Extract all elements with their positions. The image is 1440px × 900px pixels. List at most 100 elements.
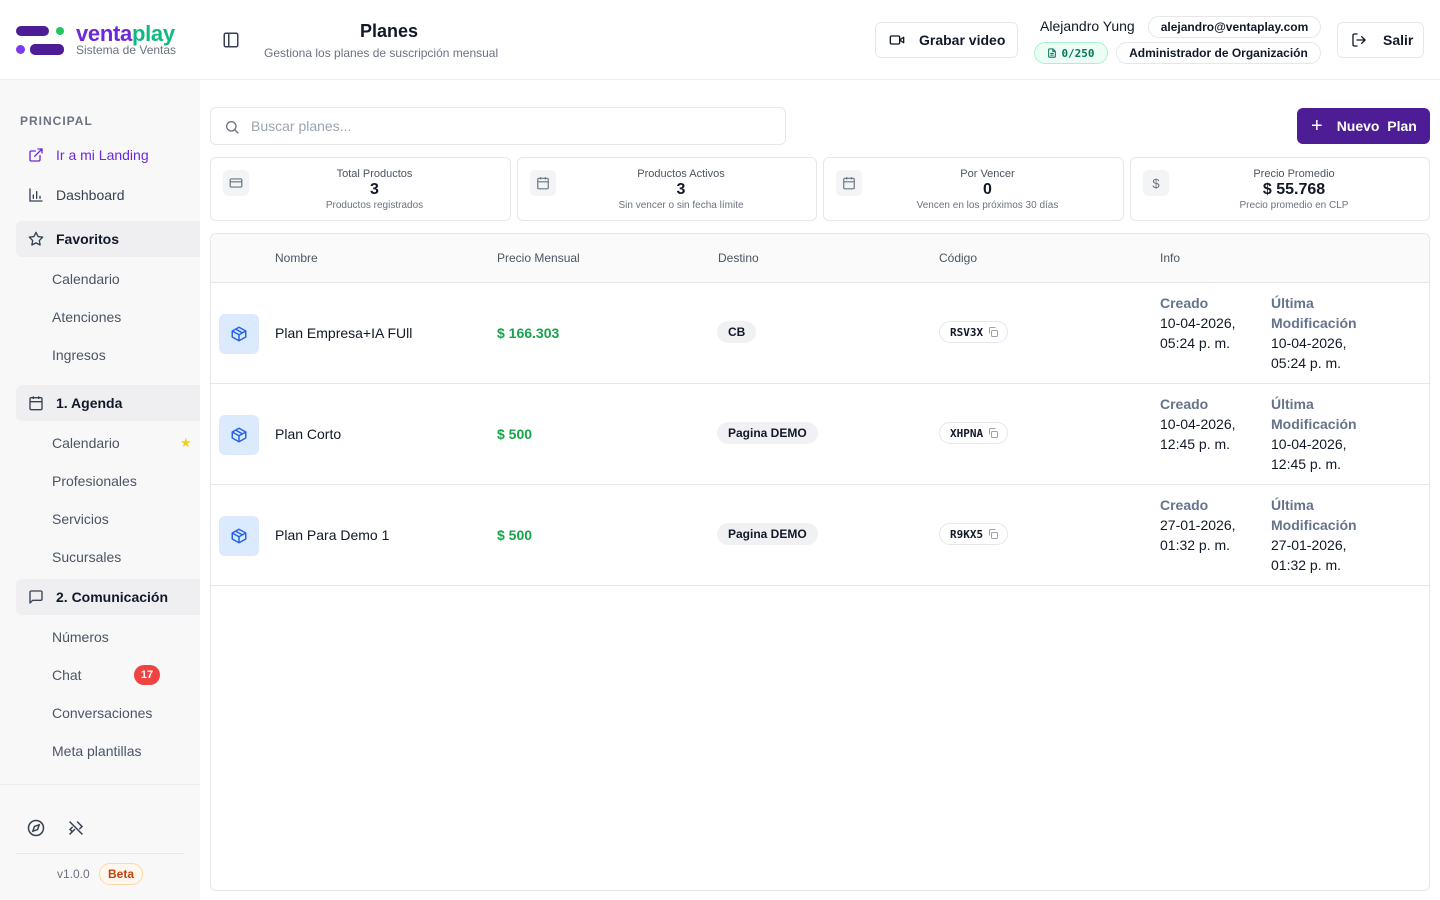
stat-note: Sin vencer o sin fecha límite [618, 200, 744, 211]
plan-price: $ 500 [497, 426, 533, 442]
brand[interactable]: ventaplay Sistema de Ventas [0, 0, 200, 80]
sidebar-item-atenciones[interactable]: Atenciones [16, 299, 200, 335]
stat-value: 0 [983, 181, 992, 198]
stat-value: 3 [676, 181, 686, 198]
new-plan-button[interactable]: + Nuevo Plan [1297, 108, 1430, 144]
destination-badge: CB [717, 321, 757, 343]
app-version: v1.0.0 [57, 867, 90, 881]
table-row[interactable]: Plan Corto $ 500 Pagina DEMO XHPNA Cread… [211, 384, 1429, 485]
sidebar-item-calendario[interactable]: Calendario ★ [16, 425, 200, 461]
video-camera-icon [889, 32, 905, 48]
created-info: Creado 10-04-2026, 12:45 p. m. [1160, 396, 1236, 452]
plan-code-badge[interactable]: XHPNA [939, 422, 1009, 444]
document-icon [1047, 48, 1057, 58]
column-header-code[interactable]: Código [939, 251, 978, 265]
plan-code: R9KX5 [950, 527, 984, 541]
bar-chart-icon [28, 187, 44, 203]
stat-card-total: Total Productos 3 Productos registrados [210, 157, 511, 221]
sidebar-item-ingresos[interactable]: Ingresos [16, 337, 200, 373]
plan-code-badge[interactable]: RSV3X [939, 321, 1009, 343]
sidebar-item-chat[interactable]: Chat 17 [16, 657, 200, 693]
star-icon [28, 231, 44, 247]
sidebar-item-servicios[interactable]: Servicios [16, 501, 200, 537]
sidebar-item-label: Ir a mi Landing [56, 147, 149, 163]
stat-label: Total Productos [336, 168, 413, 180]
stat-card-average-price: $ Precio Promedio $ 55.768 Precio promed… [1130, 157, 1430, 221]
beta-badge: Beta [99, 863, 143, 885]
stat-value: 3 [370, 181, 379, 198]
quota-value: 0/250 [1061, 46, 1095, 60]
plans-table: Nombre Precio Mensual Destino Código Inf… [210, 233, 1430, 891]
package-icon [219, 415, 259, 455]
brand-name: ventaplay [76, 21, 175, 46]
card-icon [223, 170, 249, 196]
plan-price: $ 500 [497, 527, 533, 543]
unread-badge: 17 [134, 665, 160, 685]
sidebar-item-label: Sucursales [52, 549, 122, 565]
plus-icon: + [1311, 115, 1323, 137]
column-header-name[interactable]: Nombre [275, 251, 318, 265]
sidebar-item-conversaciones[interactable]: Conversaciones [16, 695, 200, 731]
sidebar-item-calendario-fav[interactable]: Calendario [16, 261, 200, 297]
sidebar-item-meta-plantillas[interactable]: Meta plantillas [16, 733, 200, 769]
plan-code: RSV3X [950, 325, 984, 339]
package-icon [219, 516, 259, 556]
calendar-icon [530, 170, 556, 196]
compass-icon[interactable] [27, 819, 45, 837]
sidebar-item-dashboard[interactable]: Dashboard [16, 177, 200, 213]
sidebar-group-favoritos[interactable]: Favoritos [16, 221, 200, 257]
stat-note: Precio promedio en CLP [1239, 200, 1349, 211]
stat-label: Precio Promedio [1253, 168, 1335, 180]
dollar-icon: $ [1143, 170, 1169, 196]
column-header-info[interactable]: Info [1160, 251, 1181, 265]
column-header-destination[interactable]: Destino [718, 251, 759, 265]
sidebar-item-numeros[interactable]: Números [16, 619, 200, 655]
sidebar-toggle-icon[interactable] [222, 31, 240, 49]
stat-label: Por Vencer [960, 168, 1015, 180]
sidebar-item-label: Atenciones [52, 309, 122, 325]
sidebar-item-label: Ingresos [52, 347, 106, 363]
sidebar-group-label: 2. Comunicación [56, 589, 169, 605]
calendar-icon [28, 395, 44, 411]
sidebar-item-landing[interactable]: Ir a mi Landing [16, 137, 200, 173]
page-subtitle: Gestiona los planes de suscripción mensu… [264, 46, 499, 60]
copy-icon[interactable] [987, 326, 999, 338]
page-title: Planes [360, 21, 419, 41]
calendar-icon [836, 170, 862, 196]
logout-button[interactable]: Salir [1337, 22, 1424, 58]
nav-section-label: PRINCIPAL [20, 114, 93, 128]
favorite-star-icon[interactable]: ★ [180, 435, 192, 450]
record-video-button[interactable]: Grabar video [875, 22, 1018, 58]
created-info: Creado 10-04-2026, 05:24 p. m. [1160, 295, 1236, 351]
sidebar-item-label: Calendario [52, 271, 120, 287]
sidebar-item-profesionales[interactable]: Profesionales [16, 463, 200, 499]
plan-name: Plan Para Demo 1 [275, 527, 390, 543]
copy-icon[interactable] [987, 528, 999, 540]
table-row[interactable]: Plan Para Demo 1 $ 500 Pagina DEMO R9KX5… [211, 485, 1429, 586]
modified-info: Última Modificación 10-04-2026, 05:24 p. m. [1271, 295, 1357, 371]
logout-label: Salir [1383, 32, 1414, 48]
tools-icon[interactable] [67, 819, 85, 837]
sidebar-group-comunicacion[interactable]: 2. Comunicación [16, 579, 200, 615]
table-row[interactable]: Plan Empresa+IA FUll $ 166.303 CB RSV3X … [211, 283, 1429, 384]
stat-card-active: Productos Activos 3 Sin vencer o sin fec… [517, 157, 817, 221]
table-header: Nombre Precio Mensual Destino Código Inf… [211, 234, 1429, 283]
modified-info: Última Modificación 27-01-2026, 01:32 p. m. [1271, 497, 1357, 573]
destination-badge: Pagina DEMO [717, 422, 818, 444]
destination-badge: Pagina DEMO [717, 523, 818, 545]
sidebar-footer: v1.0.0 Beta [0, 784, 200, 900]
logout-icon [1351, 32, 1367, 48]
plan-code: XHPNA [950, 426, 984, 440]
search-input[interactable] [251, 109, 771, 143]
plan-code-badge[interactable]: R9KX5 [939, 523, 1009, 545]
stat-note: Productos registrados [325, 200, 424, 211]
column-header-price[interactable]: Precio Mensual [497, 251, 580, 265]
sidebar-item-sucursales[interactable]: Sucursales [16, 539, 200, 575]
new-plan-label: Nuevo Plan [1336, 118, 1417, 134]
sidebar: ventaplay Sistema de Ventas PRINCIPAL Ir… [0, 0, 200, 900]
top-header: Planes Gestiona los planes de suscripció… [200, 0, 1440, 80]
copy-icon[interactable] [987, 427, 999, 439]
stat-note: Vencen en los próximos 30 días [916, 200, 1059, 211]
sidebar-group-agenda[interactable]: 1. Agenda [16, 385, 200, 421]
sidebar-group-label: Favoritos [56, 231, 120, 247]
